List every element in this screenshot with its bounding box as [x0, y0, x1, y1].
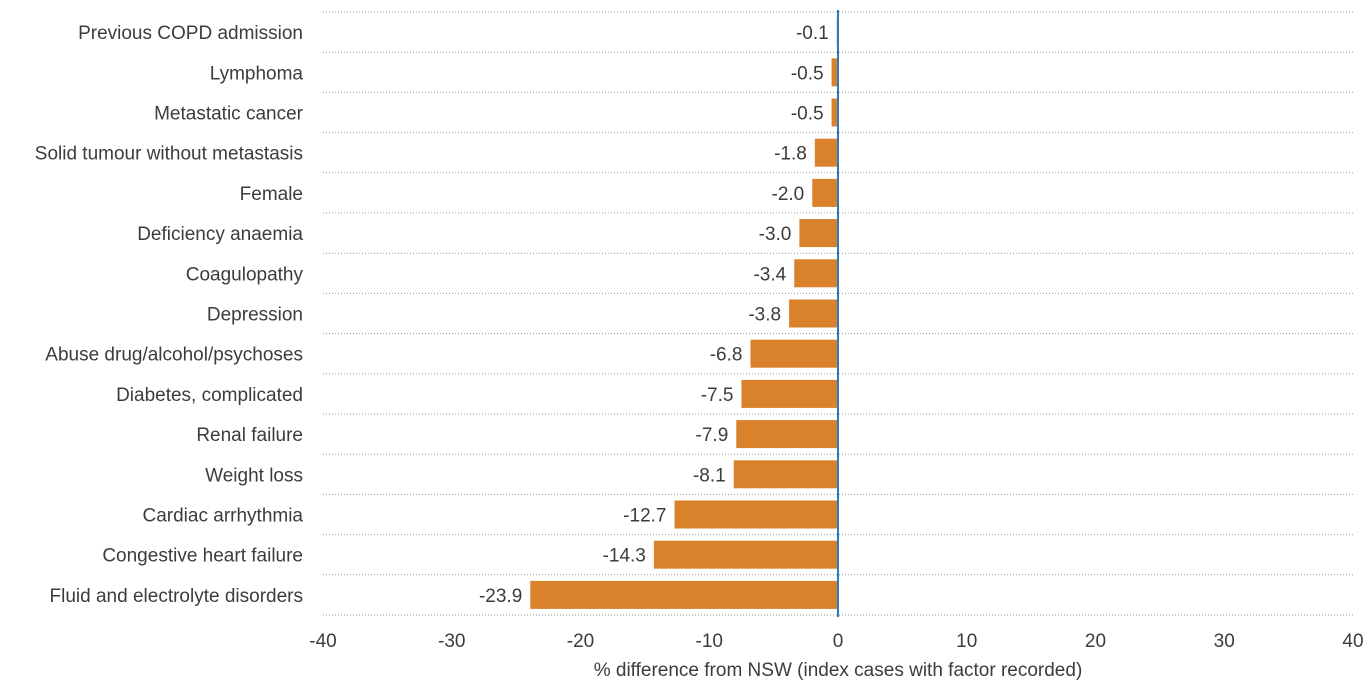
- category-label: Lymphoma: [210, 63, 304, 84]
- value-label: -3.8: [748, 305, 781, 326]
- bar: [530, 580, 838, 609]
- bar: [831, 98, 838, 127]
- value-label: -7.9: [696, 425, 729, 446]
- labels-layer: Previous COPD admission -0.1 Lymphoma -0.5 M…: [35, 23, 829, 607]
- category-label: Deficiency anaemia: [137, 224, 303, 245]
- bar: [653, 540, 838, 569]
- bar: [674, 500, 838, 529]
- category-label: Diabetes, complicated: [116, 385, 303, 406]
- x-tick-label: -30: [438, 631, 465, 652]
- value-label: -1.8: [774, 144, 807, 165]
- value-label: -23.9: [479, 586, 522, 607]
- x-axis-title: % difference from NSW (index cases with …: [594, 660, 1083, 681]
- value-label: -7.5: [701, 385, 734, 406]
- value-label: -3.0: [759, 224, 792, 245]
- bar: [831, 58, 838, 87]
- value-label: -14.3: [603, 546, 646, 567]
- category-label: Depression: [207, 305, 303, 326]
- x-axis-ticks: -40 -30 -20 -10 0 10 20 30 40: [309, 631, 1363, 652]
- bar: [799, 219, 838, 248]
- value-label: -3.4: [753, 264, 786, 285]
- category-label: Renal failure: [196, 425, 303, 446]
- bar: [814, 138, 838, 167]
- category-label: Previous COPD admission: [78, 23, 303, 44]
- x-tick-label: 30: [1214, 631, 1235, 652]
- category-label: Weight loss: [205, 465, 303, 486]
- x-tick-label: -20: [567, 631, 594, 652]
- x-tick-label: -40: [309, 631, 336, 652]
- x-tick-label: -10: [696, 631, 723, 652]
- x-tick-label: 10: [956, 631, 977, 652]
- category-label: Coagulopathy: [186, 264, 304, 285]
- x-tick-label: 0: [833, 631, 844, 652]
- category-label: Metastatic cancer: [154, 104, 304, 125]
- bar: [750, 339, 838, 368]
- bars-layer: [530, 18, 838, 609]
- bar: [733, 460, 838, 489]
- x-tick-label: 40: [1342, 631, 1363, 652]
- value-label: -2.0: [772, 184, 805, 205]
- value-label: -6.8: [710, 345, 743, 366]
- value-label: -0.5: [791, 63, 824, 84]
- grid-layer: [323, 11, 1353, 616]
- category-label: Cardiac arrhythmia: [143, 506, 304, 527]
- category-label: Fluid and electrolyte disorders: [50, 586, 303, 607]
- value-label: -0.5: [791, 104, 824, 125]
- category-label: Abuse drug/alcohol/psychoses: [45, 345, 303, 366]
- value-label: -0.1: [796, 23, 829, 44]
- x-tick-label: 20: [1085, 631, 1106, 652]
- category-label: Solid tumour without metastasis: [35, 144, 303, 165]
- category-label: Female: [240, 184, 303, 205]
- bar: [794, 259, 838, 288]
- category-label: Congestive heart failure: [102, 546, 303, 567]
- bar: [741, 379, 838, 408]
- value-label: -12.7: [623, 506, 666, 527]
- bar: [736, 420, 838, 449]
- bar: [789, 299, 838, 328]
- bar: [812, 178, 838, 207]
- value-label: -8.1: [693, 465, 726, 486]
